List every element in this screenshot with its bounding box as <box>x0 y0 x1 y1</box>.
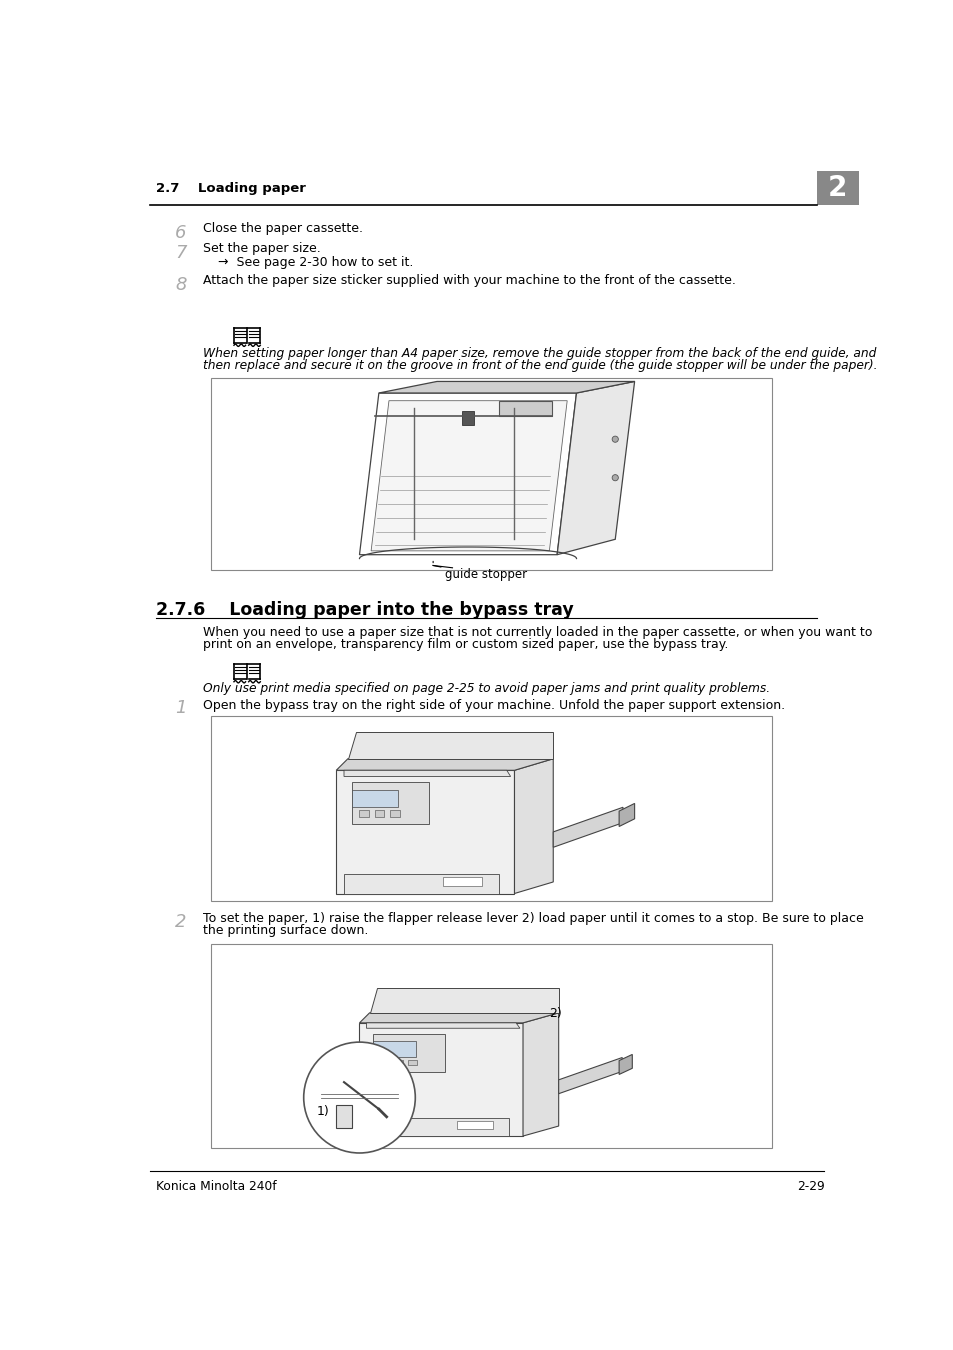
Text: 2.7.6    Loading paper into the bypass tray: 2.7.6 Loading paper into the bypass tray <box>155 601 573 618</box>
Text: then replace and secure it on the groove in front of the end guide (the guide st: then replace and secure it on the groove… <box>203 359 877 373</box>
Polygon shape <box>553 807 622 848</box>
Polygon shape <box>522 1012 558 1137</box>
Text: 2.7    Loading paper: 2.7 Loading paper <box>155 182 305 194</box>
Text: 2): 2) <box>549 1007 561 1021</box>
Polygon shape <box>378 382 634 393</box>
Text: print on an envelope, transparency film or custom sized paper, use the bypass tr: print on an envelope, transparency film … <box>203 637 727 651</box>
Text: 1): 1) <box>316 1106 330 1118</box>
Text: Open the bypass tray on the right side of your machine. Unfold the paper support: Open the bypass tray on the right side o… <box>203 699 784 711</box>
Text: the printing surface down.: the printing surface down. <box>203 925 368 937</box>
Text: 8: 8 <box>174 275 187 294</box>
Bar <box>211 717 771 902</box>
Text: 1: 1 <box>174 699 187 717</box>
Text: When you need to use a paper size that is not currently loaded in the paper cass: When you need to use a paper size that i… <box>203 625 871 639</box>
Text: 7: 7 <box>174 243 187 262</box>
Text: 2-29: 2-29 <box>796 1180 823 1193</box>
FancyBboxPatch shape <box>816 171 858 205</box>
Polygon shape <box>359 393 576 555</box>
Polygon shape <box>344 771 510 776</box>
Text: Attach the paper size sticker supplied with your machine to the front of the cas: Attach the paper size sticker supplied w… <box>203 274 735 288</box>
Text: Only use print media specified on page 2-25 to avoid paper jams and print qualit: Only use print media specified on page 2… <box>203 682 769 695</box>
Polygon shape <box>461 412 474 425</box>
Text: 2: 2 <box>827 174 846 202</box>
Polygon shape <box>618 803 634 826</box>
Bar <box>390 810 399 817</box>
Polygon shape <box>352 790 397 807</box>
Bar <box>211 378 771 570</box>
Circle shape <box>612 475 618 481</box>
Polygon shape <box>371 401 567 551</box>
Text: Konica Minolta 240f: Konica Minolta 240f <box>155 1180 276 1193</box>
Text: Set the paper size.: Set the paper size. <box>203 242 320 255</box>
Polygon shape <box>369 988 558 1012</box>
Polygon shape <box>352 782 429 825</box>
Bar <box>408 1060 416 1065</box>
Polygon shape <box>373 1034 444 1072</box>
Bar <box>359 810 369 817</box>
Bar <box>394 1060 402 1065</box>
Polygon shape <box>366 1023 519 1029</box>
Circle shape <box>303 1042 415 1153</box>
Text: 6: 6 <box>174 224 187 242</box>
Text: →  See page 2-30 how to set it.: → See page 2-30 how to set it. <box>218 256 414 269</box>
Bar <box>375 810 384 817</box>
Polygon shape <box>348 732 553 759</box>
Polygon shape <box>618 1054 632 1075</box>
Polygon shape <box>498 401 551 416</box>
Bar <box>443 876 481 886</box>
Polygon shape <box>335 1106 352 1129</box>
Polygon shape <box>373 1041 416 1057</box>
Polygon shape <box>359 1012 558 1023</box>
Polygon shape <box>557 382 634 555</box>
Polygon shape <box>558 1057 621 1094</box>
Polygon shape <box>514 759 553 894</box>
Circle shape <box>612 436 618 443</box>
Text: Close the paper cassette.: Close the paper cassette. <box>203 221 362 235</box>
Polygon shape <box>366 1118 509 1137</box>
Bar <box>211 944 771 1148</box>
Text: guide stopper: guide stopper <box>444 568 526 580</box>
Bar <box>380 1060 389 1065</box>
Polygon shape <box>344 875 498 894</box>
Text: 2: 2 <box>174 913 187 930</box>
Polygon shape <box>335 759 553 771</box>
Polygon shape <box>335 771 514 894</box>
Text: To set the paper, 1) raise the flapper release lever 2) load paper until it come: To set the paper, 1) raise the flapper r… <box>203 913 862 925</box>
Bar <box>456 1120 493 1129</box>
Polygon shape <box>359 1023 522 1137</box>
Text: When setting paper longer than A4 paper size, remove the guide stopper from the : When setting paper longer than A4 paper … <box>203 347 876 360</box>
